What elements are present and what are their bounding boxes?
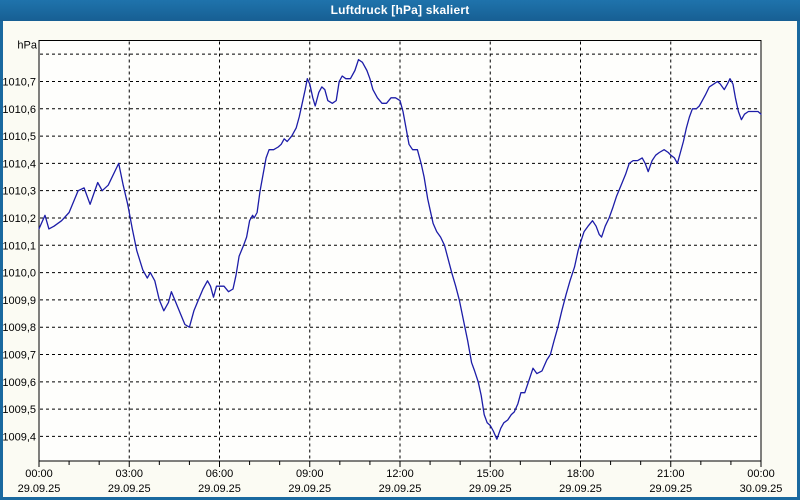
- y-axis-label: 1010,7: [3, 76, 36, 88]
- y-axis-label: 1009,7: [3, 350, 36, 362]
- y-axis-label: 1010,5: [3, 131, 36, 143]
- x-axis-time-label: 00:00: [747, 468, 775, 480]
- title-bar: Luftdruck [hPa] skaliert: [0, 0, 800, 21]
- y-axis-unit-label: hPa: [17, 40, 37, 52]
- window-title: Luftdruck [hPa] skaliert: [330, 3, 470, 17]
- x-axis-time-label: 15:00: [476, 468, 504, 480]
- y-axis-label: 1010,6: [3, 104, 36, 116]
- y-axis-label: 1010,0: [3, 268, 36, 280]
- x-axis-time-label: 12:00: [386, 468, 414, 480]
- x-axis-date-label: 29.09.25: [108, 483, 151, 495]
- pressure-chart: 1010,7 1010,6 1010,5 1010,4 1010,3 1010,2 1010…: [3, 40, 783, 496]
- x-axis-date-label: 29.09.25: [288, 483, 331, 495]
- x-axis-date-label: 29.09.25: [198, 483, 241, 495]
- x-axis-time-label: 09:00: [296, 468, 324, 480]
- x-axis-date-label: 29.09.25: [469, 483, 512, 495]
- x-axis-date-label: 30.09.25: [740, 483, 783, 495]
- x-axis-time-label: 21:00: [657, 468, 685, 480]
- y-axis-label: 1009,8: [3, 322, 36, 334]
- y-axis-label: 1010,3: [3, 186, 36, 198]
- x-axis-date-label: 29.09.25: [649, 483, 692, 495]
- y-axis-label: 1009,6: [3, 377, 36, 389]
- y-axis-label: 1010,4: [3, 158, 36, 170]
- x-axis-time-label: 06:00: [206, 468, 234, 480]
- y-axis-label: 1009,4: [3, 431, 36, 443]
- x-axis-time-label: 00:00: [25, 468, 53, 480]
- y-axis-label: 1009,5: [3, 404, 36, 416]
- chart-panel: 1010,7 1010,6 1010,5 1010,4 1010,3 1010,2 1010…: [3, 21, 797, 497]
- x-axis-time-label: 18:00: [567, 468, 595, 480]
- pressure-curve: [38, 58, 762, 440]
- y-axis-label: 1010,1: [3, 240, 36, 252]
- y-axis-label: 1010,2: [3, 213, 36, 225]
- x-axis-date-label: 29.09.25: [18, 483, 61, 495]
- x-axis-time-label: 03:00: [115, 468, 143, 480]
- y-axis-label: 1009,9: [3, 295, 36, 307]
- x-axis-date-label: 29.09.25: [379, 483, 422, 495]
- x-axis-date-label: 29.09.25: [559, 483, 602, 495]
